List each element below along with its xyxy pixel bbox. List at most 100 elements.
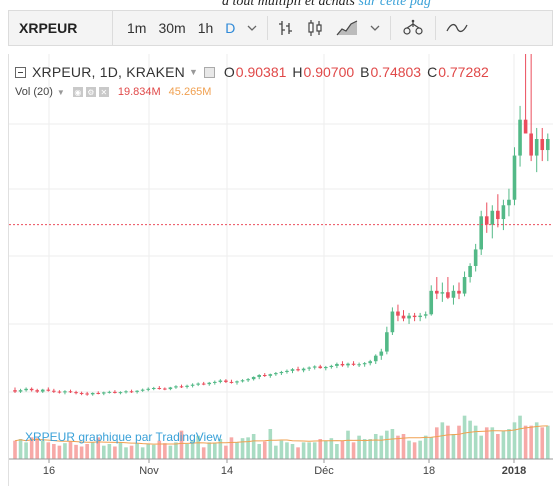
price-chart[interactable]: 16 Nov 14 Déc 18 2018 XRPEUR, 1D, KRAKEN ▼ O …	[8, 54, 553, 486]
volume-bar	[79, 446, 84, 459]
volume-bar	[501, 430, 506, 459]
candle-body	[301, 368, 306, 371]
candle-body	[379, 351, 384, 356]
volume-bar	[46, 442, 51, 459]
candle-body	[385, 332, 389, 352]
candle-body	[35, 390, 39, 392]
candle-body	[129, 391, 134, 393]
candle-body	[473, 249, 478, 266]
legend-title: XRPEUR, 1D, KRAKEN	[32, 64, 185, 80]
volume-bar	[24, 442, 28, 459]
candle-body	[140, 389, 145, 391]
volume-bar	[285, 442, 289, 459]
volume-bar	[174, 442, 178, 459]
candle-body	[423, 314, 428, 316]
candle-body	[340, 363, 345, 366]
time-axis-label: 14	[221, 465, 233, 477]
volume-bar	[102, 445, 106, 459]
volume-bar	[113, 446, 117, 459]
candle-body	[13, 390, 17, 392]
volume-bar	[146, 444, 150, 459]
candle-body	[496, 210, 500, 220]
compare-icon[interactable]	[395, 11, 431, 45]
volume-bar	[240, 438, 245, 459]
candle-body	[357, 364, 361, 366]
candle-body	[102, 392, 106, 394]
volume-value: 19.834M	[117, 86, 161, 98]
volume-bar	[473, 425, 478, 459]
volume-bar	[529, 425, 533, 459]
candle-body	[457, 290, 461, 294]
volume-bar	[196, 435, 200, 459]
candle-body	[412, 315, 417, 318]
volume-bar	[412, 442, 417, 459]
volume-bar	[40, 440, 45, 459]
candle-body	[451, 290, 456, 298]
time-axis-label: 18	[423, 465, 435, 477]
candle-body	[168, 387, 173, 390]
candle-body	[479, 216, 483, 250]
volume-bar	[307, 442, 311, 459]
interval-d[interactable]: D	[225, 20, 236, 36]
volume-bar	[373, 434, 378, 459]
candle-body	[490, 210, 495, 225]
candle-body	[85, 393, 89, 395]
close-icon[interactable]: ✕	[98, 87, 109, 97]
candle-body	[229, 381, 234, 383]
candle-body	[63, 391, 67, 393]
candle-body	[484, 216, 489, 225]
indicators-icon[interactable]	[440, 11, 474, 45]
volume-bar	[57, 445, 62, 459]
area-style-icon[interactable]	[330, 11, 364, 45]
legend-dropdown-icon[interactable]: ▼	[188, 67, 198, 77]
volume-bar	[357, 435, 361, 459]
time-axis-label: Nov	[139, 465, 159, 477]
bar-style-icon[interactable]	[272, 11, 300, 45]
candle-body	[146, 388, 150, 390]
chevron-down-icon[interactable]	[241, 11, 263, 45]
chevron-down-icon[interactable]	[364, 11, 386, 45]
volume-bar	[129, 445, 134, 459]
candlestick-chart[interactable]: 16 Nov 14 Déc 18 2018	[9, 54, 553, 486]
symbol-search[interactable]: XRPEUR	[9, 11, 113, 45]
candle-body	[201, 383, 206, 385]
candle-body	[296, 369, 300, 371]
volume-dropdown-icon[interactable]: ▼	[56, 87, 65, 97]
background-link[interactable]: sur cette pag	[358, 0, 431, 9]
settings-icon[interactable]: ⚙	[85, 87, 96, 97]
candle-body	[257, 375, 261, 377]
toolbar-divider	[390, 16, 392, 40]
interval-1h[interactable]: 1h	[197, 20, 214, 36]
chart-legend: XRPEUR, 1D, KRAKEN ▼ O 0.90381 H 0.90700…	[15, 64, 489, 80]
volume-bar	[301, 442, 306, 459]
candle-body	[68, 391, 73, 393]
interval-30m[interactable]: 30m	[158, 20, 186, 36]
candles-style-icon[interactable]	[300, 11, 330, 45]
candle-body	[74, 392, 78, 394]
background-text: à tout multipli et achats	[222, 0, 355, 9]
collapse-legend-icon[interactable]	[15, 66, 26, 78]
volume-bar	[440, 422, 445, 459]
eye-icon[interactable]: ◉	[72, 87, 83, 97]
candle-body	[534, 139, 539, 156]
candle-body	[290, 369, 295, 371]
candle-body	[501, 205, 506, 220]
tradingview-watermark[interactable]: XRPEUR graphique par TradingView	[25, 430, 222, 444]
candle-body	[124, 391, 128, 393]
candle-body	[118, 392, 123, 394]
volume-bar	[235, 442, 239, 459]
interval-1m[interactable]: 1m	[127, 20, 147, 36]
candle-body	[362, 363, 367, 365]
volume-bar	[446, 425, 450, 459]
candle-body	[462, 277, 467, 294]
candle-body	[401, 315, 406, 319]
volume-bar	[185, 444, 189, 459]
candle-body	[435, 290, 439, 294]
volume-bar	[379, 435, 384, 459]
candle-body	[312, 366, 317, 368]
candle-body	[90, 392, 95, 395]
candle-body	[163, 388, 167, 390]
volume-bar	[462, 415, 467, 459]
volume-bar	[479, 435, 483, 459]
settings-icon[interactable]	[203, 66, 215, 78]
